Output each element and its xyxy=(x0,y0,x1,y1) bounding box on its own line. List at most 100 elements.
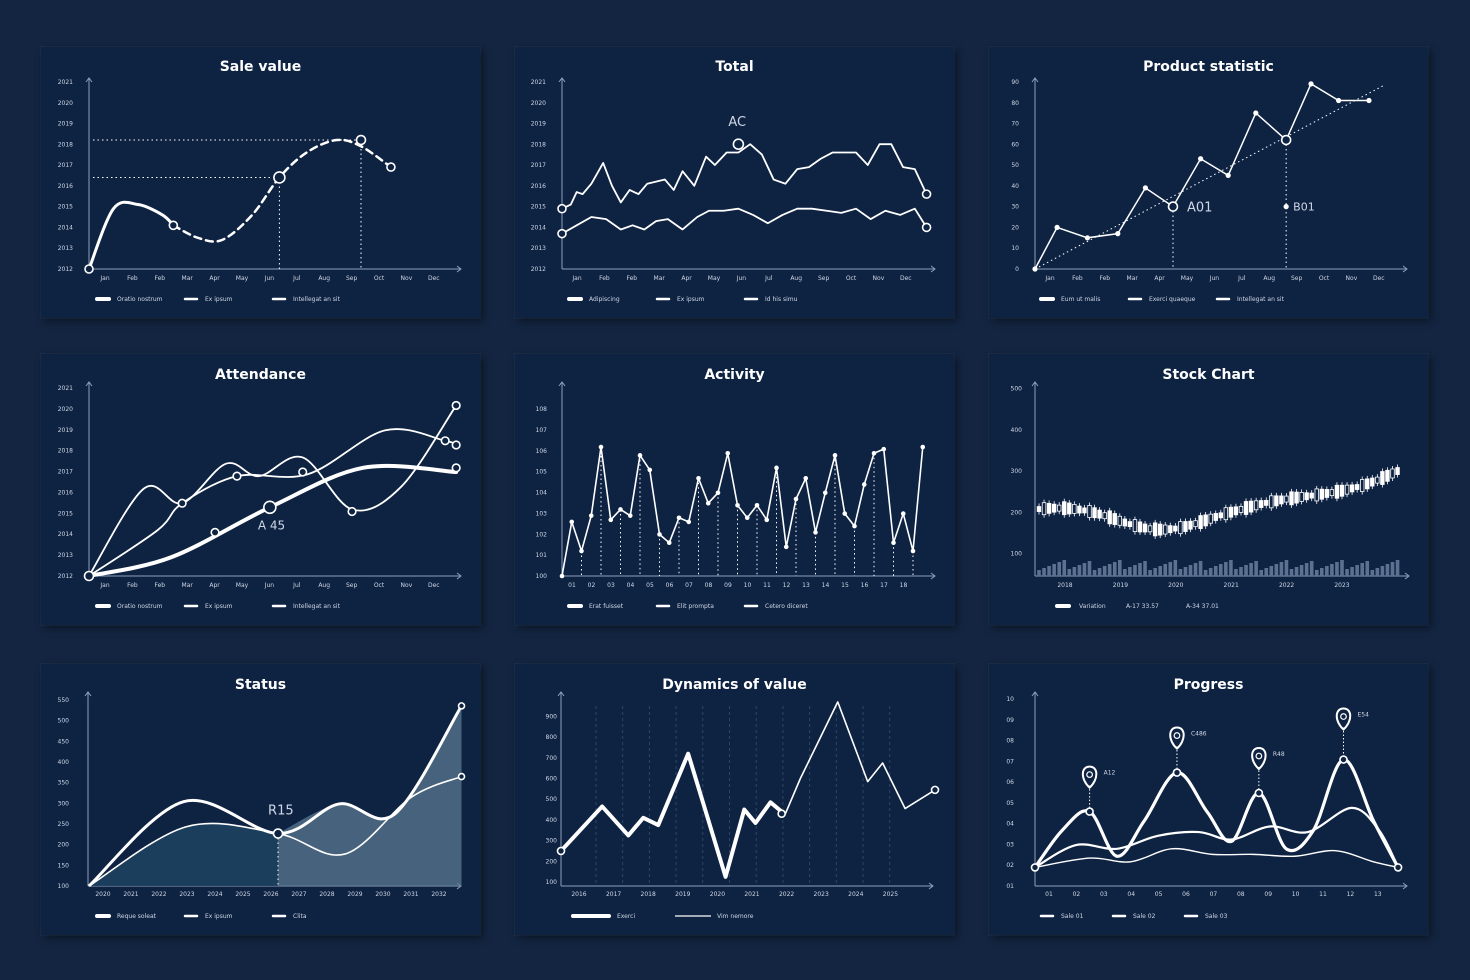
x-tick-label: 04 xyxy=(1127,891,1135,898)
candle-body xyxy=(1036,506,1042,512)
x-tick-label: Jun xyxy=(1209,275,1220,282)
x-tick-label: 2017 xyxy=(606,891,621,898)
data-point xyxy=(1084,235,1091,241)
pin-label: R48 xyxy=(1273,751,1285,758)
y-tick-label: 2017 xyxy=(531,162,546,169)
area-fill xyxy=(278,705,462,886)
y-tick-label: 2017 xyxy=(58,162,73,169)
y-tick-label: 90 xyxy=(1011,79,1019,86)
volume-bar xyxy=(1112,562,1117,576)
product-statistic-chart: 0 10 20 30 40 50 60 70 80 90 Jan Feb Feb Mar Apr May Jun… xyxy=(1011,77,1408,303)
series-line xyxy=(172,138,393,243)
x-tick-label: 08 xyxy=(1237,891,1245,898)
volume-bar xyxy=(1208,568,1213,576)
guide-line xyxy=(278,140,362,269)
x-tick-label: 2021 xyxy=(744,891,759,898)
stock-chart: 100 200 300 400 500 2018 2019 2020 2021 2022 2023 V… xyxy=(1011,381,1410,610)
volume-bar xyxy=(1380,566,1385,576)
volume-bar xyxy=(1213,566,1218,576)
x-tick-label: 18 xyxy=(900,582,908,589)
volume-bar xyxy=(1304,563,1309,576)
x-tick-label: 2024 xyxy=(848,891,863,898)
y-tick-label: 2014 xyxy=(531,224,546,231)
x-tick-label: 2025 xyxy=(235,891,250,898)
chart-title: Product statistic xyxy=(1143,59,1274,75)
volume-bar xyxy=(1289,569,1294,576)
volume-bar xyxy=(1340,560,1344,576)
x-tick-label: 16 xyxy=(861,582,869,589)
y-tick-label: 2018 xyxy=(531,141,546,148)
data-point xyxy=(725,450,731,456)
data-point-marker xyxy=(272,828,284,839)
data-point xyxy=(588,513,594,518)
x-tick-label: Jun xyxy=(736,275,747,282)
data-point xyxy=(666,540,672,546)
annotation-label: A01 xyxy=(1187,201,1212,216)
volume-bar xyxy=(1107,564,1112,576)
volume-bar xyxy=(1239,567,1243,576)
y-axis-arrow xyxy=(558,77,566,83)
data-point-marker xyxy=(83,570,95,582)
volume-bar xyxy=(1350,567,1354,576)
volume-bar xyxy=(1173,560,1178,576)
data-point-marker xyxy=(451,440,461,450)
x-tick-label: 2032 xyxy=(431,891,446,898)
data-point xyxy=(861,482,867,487)
x-tick-label: Apr xyxy=(209,275,220,282)
chart-title: Progress xyxy=(1173,677,1244,693)
x-tick-label: Dec xyxy=(900,275,912,282)
candle-body xyxy=(1147,525,1153,533)
candle-body xyxy=(1324,489,1330,498)
x-tick-label: 2021 xyxy=(1224,582,1239,589)
data-point-marker xyxy=(386,162,396,172)
volume-bar xyxy=(1224,562,1228,576)
series-line xyxy=(88,705,463,888)
panel-attendance: Attendance 2012 2013 2014 2015 2016 2017 2018 2… xyxy=(41,354,480,625)
attendance-chart: 2012 2013 2014 2015 2016 2017 2018 2019 2020 2021… xyxy=(58,381,462,610)
volume-bar xyxy=(1138,563,1142,576)
data-point xyxy=(1225,172,1231,178)
volume-bar xyxy=(1365,561,1370,576)
y-tick-label: 100 xyxy=(546,879,558,886)
candle-body xyxy=(1253,500,1259,511)
panel-sale-value: Sale value 2012 2013 2014 2015 2016 2017 2018 2… xyxy=(41,47,480,318)
candle-body xyxy=(1309,492,1314,499)
x-tick-label: 2023 xyxy=(814,891,829,898)
data-point xyxy=(910,548,916,554)
pin-label: A12 xyxy=(1104,770,1116,777)
candle-body xyxy=(1380,471,1385,485)
legend-label: Id his simu xyxy=(765,296,798,303)
volume-bar xyxy=(1234,569,1238,576)
data-point xyxy=(1308,81,1314,87)
candle-body xyxy=(1117,515,1122,526)
data-point-marker xyxy=(457,702,466,710)
data-point xyxy=(920,444,926,450)
candle-body xyxy=(1304,492,1309,501)
y-tick-label: 03 xyxy=(1006,841,1014,848)
candle-body xyxy=(1157,523,1163,536)
volume-bar xyxy=(1148,570,1152,576)
y-tick-label: 105 xyxy=(536,469,548,476)
x-tick-label: 2029 xyxy=(347,891,362,898)
series-line xyxy=(559,751,783,879)
x-tick-label: Feb xyxy=(154,275,165,282)
data-point xyxy=(1142,185,1148,191)
y-tick-label: 2018 xyxy=(58,448,73,455)
candle-body xyxy=(1142,523,1148,533)
y-tick-label: 2016 xyxy=(58,183,73,190)
x-tick-label: Jul xyxy=(292,582,301,589)
x-axis-arrow xyxy=(456,265,462,273)
series-line xyxy=(561,446,924,577)
data-point xyxy=(686,519,692,525)
x-tick-label: Jan xyxy=(1044,275,1054,282)
x-tick-label: 07 xyxy=(1210,891,1218,898)
chart-title: Activity xyxy=(704,367,765,383)
x-tick-label: Aug xyxy=(318,582,330,589)
annotation-label: R15 xyxy=(268,804,294,819)
data-point-marker xyxy=(557,203,567,214)
volume-bar xyxy=(1183,567,1188,576)
y-tick-label: 600 xyxy=(546,776,558,783)
x-tick-label: 2021 xyxy=(123,891,138,898)
candle-body xyxy=(1289,491,1294,506)
volume-bar xyxy=(1118,560,1122,576)
